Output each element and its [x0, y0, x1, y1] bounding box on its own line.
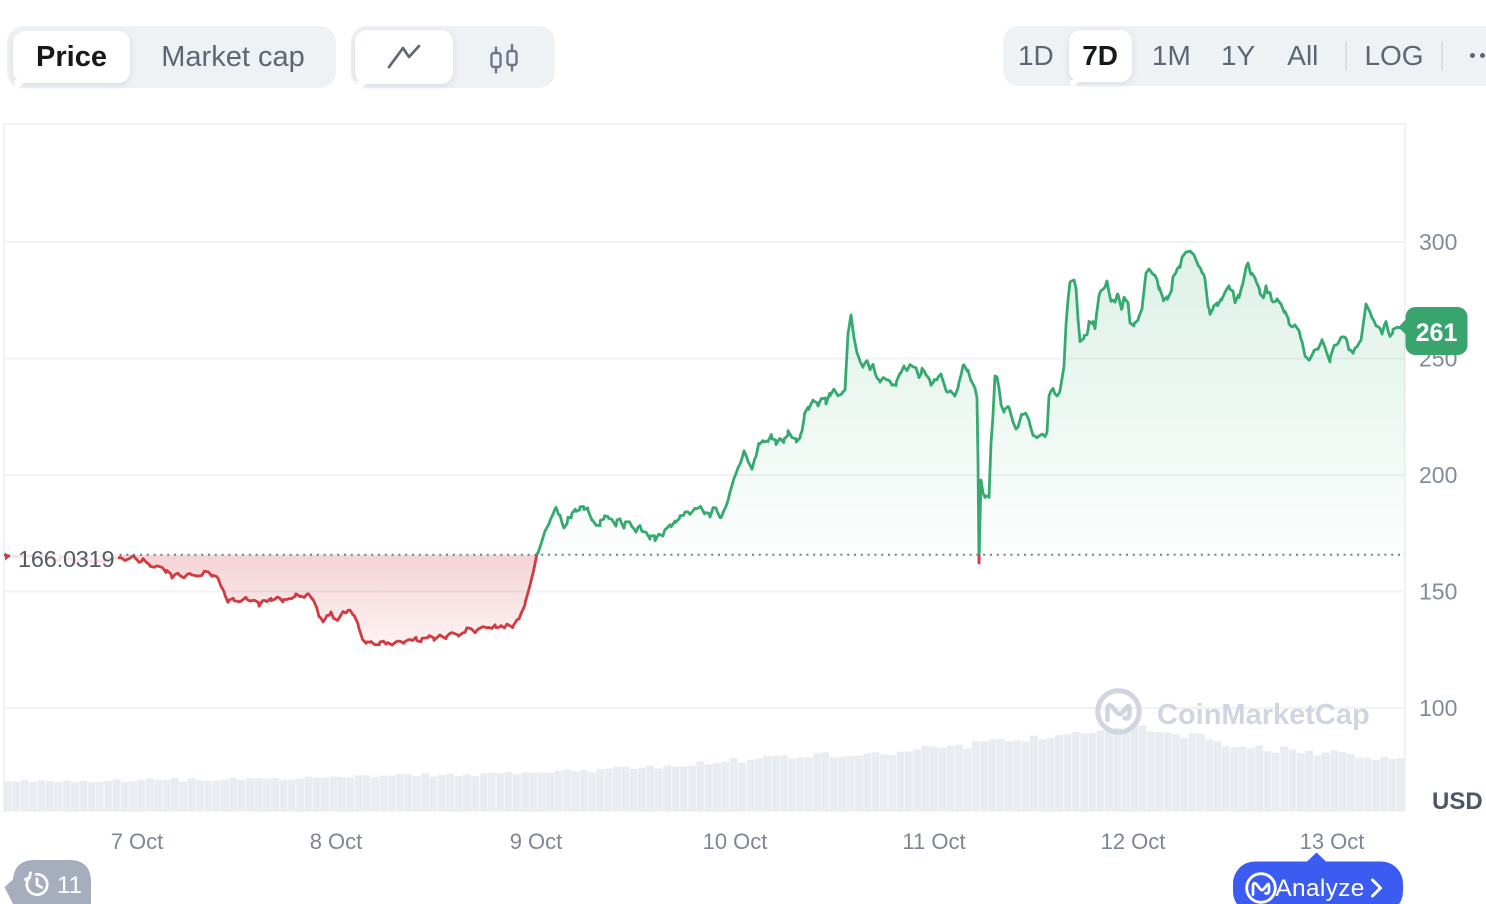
svg-text:Analyze: Analyze: [1275, 875, 1364, 902]
svg-text:13 Oct: 13 Oct: [1300, 829, 1365, 854]
svg-text:9 Oct: 9 Oct: [510, 829, 563, 854]
svg-text:166.0319: 166.0319: [18, 546, 114, 572]
svg-text:USD: USD: [1432, 788, 1483, 815]
svg-text:100: 100: [1419, 695, 1457, 721]
svg-text:CoinMarketCap: CoinMarketCap: [1157, 699, 1370, 731]
svg-text:261: 261: [1416, 319, 1458, 347]
svg-text:150: 150: [1419, 579, 1457, 605]
svg-text:10 Oct: 10 Oct: [703, 829, 768, 854]
svg-text:8 Oct: 8 Oct: [310, 829, 363, 854]
svg-text:7 Oct: 7 Oct: [111, 829, 164, 854]
svg-text:11: 11: [57, 872, 82, 899]
svg-text:12 Oct: 12 Oct: [1101, 829, 1166, 854]
svg-text:300: 300: [1419, 229, 1457, 255]
svg-text:200: 200: [1419, 462, 1457, 488]
svg-text:11 Oct: 11 Oct: [902, 829, 965, 854]
